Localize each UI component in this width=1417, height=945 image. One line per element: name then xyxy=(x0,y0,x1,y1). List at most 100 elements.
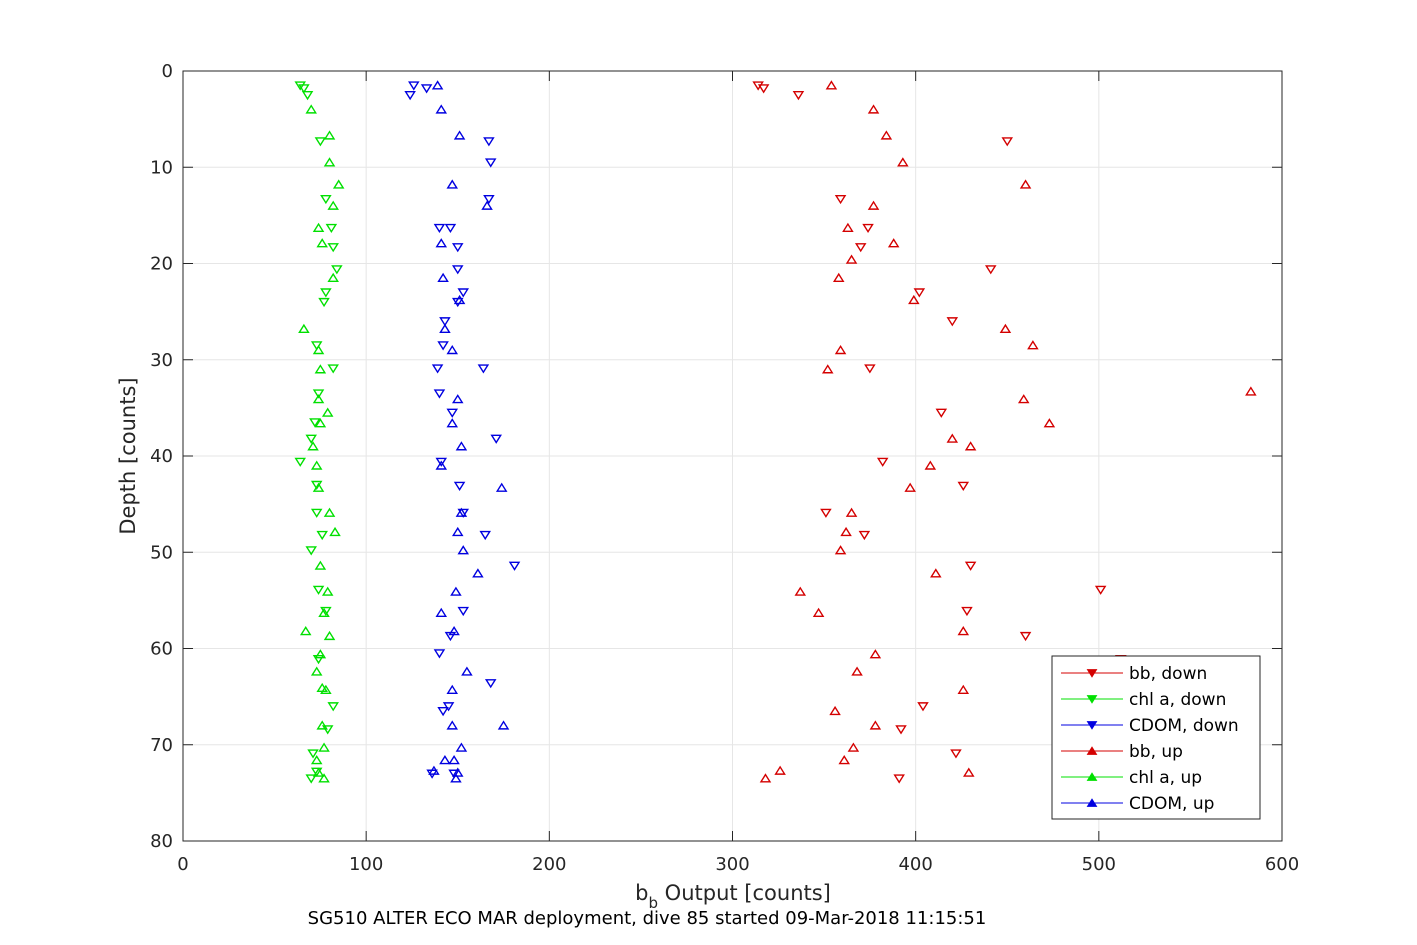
data-point xyxy=(446,179,459,189)
data-point xyxy=(448,626,460,636)
data-point xyxy=(961,606,973,617)
data-point xyxy=(312,389,325,399)
series-bb-up xyxy=(759,80,1257,783)
data-point xyxy=(312,344,325,355)
legend-item: chl a, down xyxy=(1061,690,1226,710)
data-point xyxy=(446,344,459,355)
data-point xyxy=(327,364,339,374)
data-point xyxy=(439,323,451,334)
data-point xyxy=(455,507,468,517)
data-point xyxy=(950,749,962,759)
data-point xyxy=(294,81,306,91)
data-point xyxy=(481,200,493,210)
series-chl-a-down xyxy=(294,81,343,784)
data-point xyxy=(858,530,871,541)
data-point xyxy=(876,457,889,467)
data-point xyxy=(887,238,900,248)
data-point xyxy=(312,394,325,404)
legend-item: bb, up xyxy=(1061,742,1183,762)
data-point xyxy=(314,137,327,147)
data-point xyxy=(821,364,834,374)
data-point xyxy=(904,482,916,492)
data-point xyxy=(1019,179,1032,189)
data-point xyxy=(448,755,460,765)
data-point xyxy=(435,607,448,617)
data-point xyxy=(834,545,847,555)
data-point xyxy=(759,773,772,783)
data-marks xyxy=(294,80,1257,784)
data-point xyxy=(774,765,786,775)
data-point xyxy=(935,408,948,418)
data-point xyxy=(448,769,460,779)
data-point xyxy=(433,649,446,659)
data-point xyxy=(453,481,466,491)
data-point xyxy=(310,666,323,676)
data-point xyxy=(838,755,850,765)
data-point xyxy=(497,720,510,730)
legend-marker xyxy=(1086,669,1098,678)
data-point xyxy=(444,223,457,234)
data-point xyxy=(327,272,339,283)
data-point xyxy=(320,288,332,298)
data-point xyxy=(794,586,807,596)
data-point xyxy=(1245,386,1257,396)
data-point xyxy=(1043,418,1056,428)
data-point xyxy=(450,773,462,783)
data-point xyxy=(310,460,323,470)
data-point xyxy=(490,434,502,444)
data-point xyxy=(318,297,330,308)
data-point xyxy=(461,666,473,676)
data-point xyxy=(508,561,521,571)
data-point xyxy=(310,508,323,518)
data-point xyxy=(314,649,327,659)
data-point xyxy=(999,323,1012,334)
data-point xyxy=(495,482,508,492)
data-point xyxy=(829,705,841,716)
data-point xyxy=(437,272,449,283)
data-point xyxy=(435,238,448,248)
y-tick-label: 70 xyxy=(150,735,173,756)
data-point xyxy=(316,530,328,541)
data-point xyxy=(312,767,325,777)
data-point xyxy=(431,80,444,90)
data-point xyxy=(483,194,495,205)
data-point xyxy=(930,568,942,578)
y-tick-label: 50 xyxy=(150,542,173,563)
data-point xyxy=(957,626,970,636)
data-point xyxy=(963,767,975,777)
data-point xyxy=(327,702,339,712)
data-point xyxy=(453,130,466,140)
data-point xyxy=(307,749,319,759)
x-axis-title-main: b xyxy=(635,881,648,905)
legend-label: chl a, down xyxy=(1129,690,1226,710)
data-point xyxy=(446,408,459,418)
data-point xyxy=(428,765,440,775)
data-point xyxy=(327,200,339,210)
data-point xyxy=(1027,340,1039,350)
data-point xyxy=(314,560,327,570)
data-point xyxy=(323,630,336,641)
data-point xyxy=(812,607,825,617)
y-tick-label: 30 xyxy=(150,350,173,371)
data-point xyxy=(433,223,446,234)
data-point xyxy=(446,418,459,428)
data-point xyxy=(446,720,459,730)
x-tick-label: 500 xyxy=(1082,854,1116,875)
data-point xyxy=(483,137,495,147)
data-point xyxy=(321,407,334,417)
data-point xyxy=(312,482,325,492)
data-point xyxy=(455,441,468,451)
data-point xyxy=(320,606,332,617)
data-point xyxy=(321,586,334,596)
legend: bb, down chl a, down CDOM, down bb, up chl a… xyxy=(1051,655,1261,820)
legend-item: chl a, up xyxy=(1061,768,1202,788)
x-tick-label: 300 xyxy=(715,854,749,875)
data-point xyxy=(477,364,490,374)
data-point xyxy=(435,457,448,467)
y-tick-label: 20 xyxy=(150,254,173,275)
data-point xyxy=(332,179,345,189)
data-point xyxy=(847,742,860,752)
data-point xyxy=(314,418,327,428)
data-point xyxy=(431,364,444,374)
legend-marker xyxy=(1086,746,1098,755)
